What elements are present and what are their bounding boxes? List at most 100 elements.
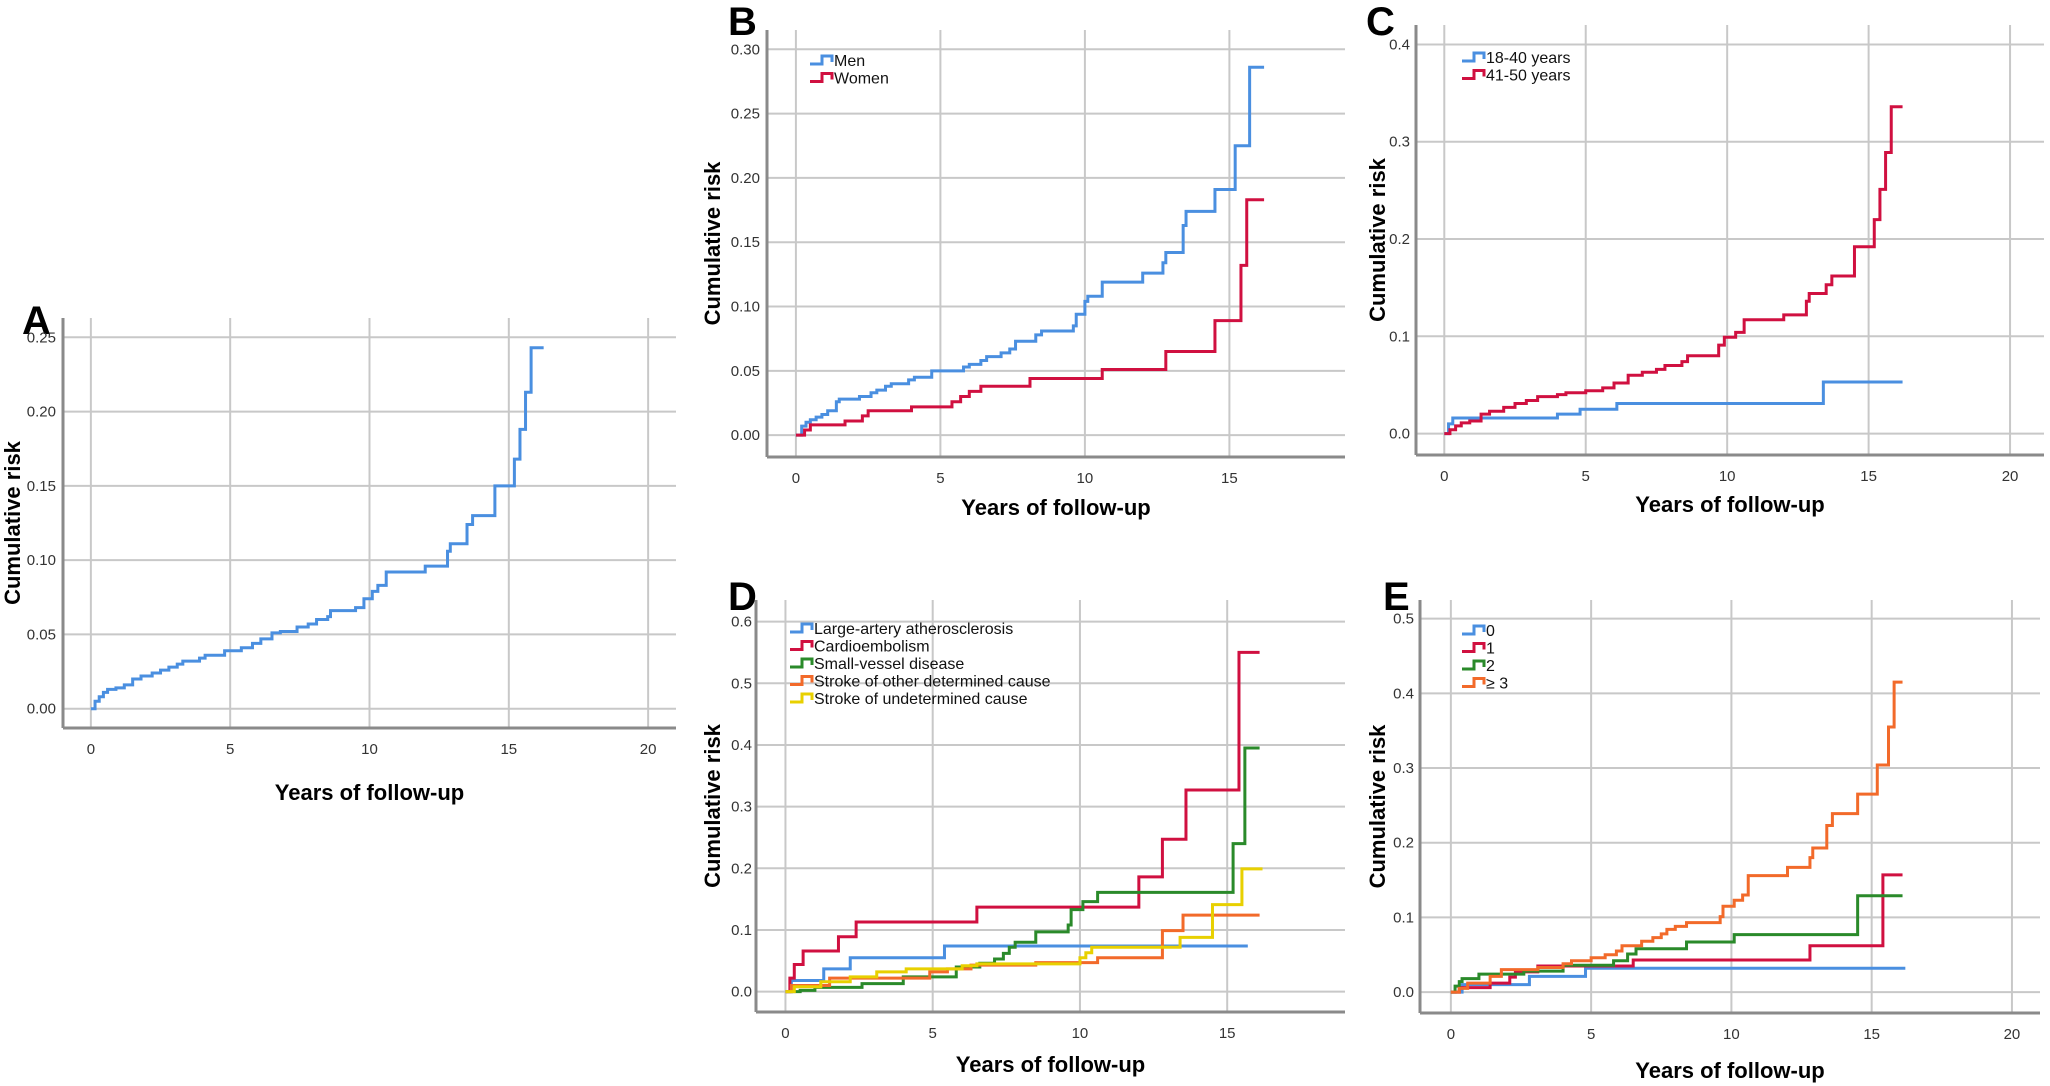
series-line-41-50-years <box>1444 105 1903 436</box>
panel-label-e: E <box>1383 575 1410 619</box>
x-tick-label: 10 <box>1719 468 1736 485</box>
y-tick-label: 0.2 <box>1393 835 1414 852</box>
y-axis-title: Cumulative risk <box>700 161 725 326</box>
x-tick-label: 0 <box>1440 468 1448 485</box>
y-tick-label: 0.10 <box>27 552 56 569</box>
y-tick-label: 0.3 <box>1393 760 1414 777</box>
series-line-2 <box>1450 894 1903 994</box>
y-tick-label: 0.1 <box>731 922 752 939</box>
x-tick-label: 10 <box>361 741 378 758</box>
panel-a: A 0.00 0.05 0.10 0.15 0.20 0.25 0 5 10 15 20 Years o… <box>0 299 676 805</box>
y-tick-label: 0.15 <box>27 478 56 495</box>
series-line-all <box>90 346 544 711</box>
y-tick-label: 0.2 <box>1389 231 1410 248</box>
legend-label: Large-artery atherosclerosis <box>814 621 1013 638</box>
legend-swatch <box>1462 677 1486 688</box>
series-line-3 <box>1450 680 1903 994</box>
legend-label: 1 <box>1486 641 1495 658</box>
x-tick-label: 0 <box>792 470 800 487</box>
legend-swatch <box>1462 51 1486 63</box>
legend-swatch <box>810 72 834 83</box>
legend-swatch <box>1462 642 1486 653</box>
legend-swatch <box>1462 69 1486 80</box>
legend-swatch <box>790 622 814 634</box>
y-tick-label: 0.1 <box>1389 328 1410 345</box>
x-tick-label: 5 <box>1587 1026 1595 1043</box>
legend-label: Cardioembolism <box>814 639 930 656</box>
x-tick-label: 15 <box>500 741 517 758</box>
legend-label: 41-50 years <box>1486 68 1571 85</box>
panel-d: D 0.0 0.1 0.2 0.3 0.4 0.5 0.6 0 5 10 15 Years of fol… <box>700 575 1345 1077</box>
x-axis-title: Years of follow-up <box>1635 1058 1824 1083</box>
y-tick-label: 0.3 <box>1389 134 1410 151</box>
panel-label-d: D <box>728 575 757 619</box>
y-tick-label: 0.3 <box>731 799 752 816</box>
legend-swatch <box>810 54 834 66</box>
legend-label: 0 <box>1486 623 1495 640</box>
x-tick-label: 20 <box>640 741 657 758</box>
series-line-women <box>795 198 1265 437</box>
x-tick-label: 5 <box>1582 468 1590 485</box>
series-line-0 <box>1450 966 1906 994</box>
y-tick-label: 0.1 <box>1393 909 1414 926</box>
series-line-18-40-years <box>1444 380 1903 436</box>
y-axis-title: Cumulative risk <box>1365 724 1390 889</box>
x-tick-label: 0 <box>87 741 95 758</box>
y-tick-label: 0.00 <box>731 427 760 444</box>
legend-label: Stroke of other determined cause <box>814 674 1051 691</box>
y-axis-title: Cumulative risk <box>0 440 25 605</box>
panel-label-b: B <box>728 0 757 44</box>
y-axis-title: Cumulative risk <box>1365 157 1390 322</box>
legend-label: Women <box>834 71 889 88</box>
y-tick-label: 0.10 <box>731 299 760 316</box>
x-tick-label: 15 <box>1863 1026 1880 1043</box>
y-tick-label: 0.0 <box>1393 984 1414 1001</box>
x-tick-label: 20 <box>2002 468 2019 485</box>
legend-swatch <box>790 692 814 704</box>
x-axis-title: Years of follow-up <box>961 495 1150 520</box>
legend-swatch <box>1462 624 1486 636</box>
y-tick-label: 0.2 <box>731 860 752 877</box>
x-tick-label: 15 <box>1860 468 1877 485</box>
x-tick-label: 5 <box>929 1025 937 1042</box>
x-tick-label: 10 <box>1077 470 1094 487</box>
series-line-cardioembolism <box>785 650 1260 994</box>
series-line-large-artery-atherosclerosis <box>785 944 1248 994</box>
x-tick-label: 15 <box>1221 470 1238 487</box>
legend-label: Men <box>834 53 865 70</box>
series-line-men <box>795 65 1265 437</box>
y-tick-label: 0.5 <box>1393 611 1414 628</box>
x-tick-label: 5 <box>226 741 234 758</box>
y-tick-label: 0.25 <box>27 329 56 346</box>
y-tick-label: 0.6 <box>731 614 752 631</box>
y-tick-label: 0.05 <box>731 363 760 380</box>
x-tick-label: 10 <box>1723 1026 1740 1043</box>
x-axis-title: Years of follow-up <box>275 780 464 805</box>
series-line-small-vessel-disease <box>785 746 1260 994</box>
series-line-stroke-of-undetermined-cause <box>785 867 1263 994</box>
x-axis-title: Years of follow-up <box>956 1052 1145 1077</box>
panel-b: B 0.00 0.05 0.10 0.15 0.20 0.25 0.30 0 5 10 15 Years… <box>700 0 1345 520</box>
y-tick-label: 0.0 <box>731 984 752 1001</box>
y-tick-label: 0.20 <box>731 170 760 187</box>
legend-label: Small-vessel disease <box>814 656 964 673</box>
y-tick-label: 0.25 <box>731 106 760 123</box>
legend-swatch <box>1462 659 1486 671</box>
legend-label: 2 <box>1486 658 1495 675</box>
y-tick-label: 0.20 <box>27 404 56 421</box>
y-tick-label: 0.30 <box>731 41 760 58</box>
x-tick-label: 15 <box>1219 1025 1236 1042</box>
legend-swatch <box>790 640 814 651</box>
y-tick-label: 0.4 <box>1389 36 1410 53</box>
x-tick-label: 0 <box>1447 1026 1455 1043</box>
x-tick-label: 20 <box>2004 1026 2021 1043</box>
y-tick-label: 0.4 <box>1393 685 1414 702</box>
y-tick-label: 0.0 <box>1389 426 1410 443</box>
panel-label-c: C <box>1366 0 1395 44</box>
x-axis-title: Years of follow-up <box>1635 492 1824 517</box>
x-tick-label: 10 <box>1072 1025 1089 1042</box>
y-tick-label: 0.5 <box>731 675 752 692</box>
y-tick-label: 0.00 <box>27 701 56 718</box>
